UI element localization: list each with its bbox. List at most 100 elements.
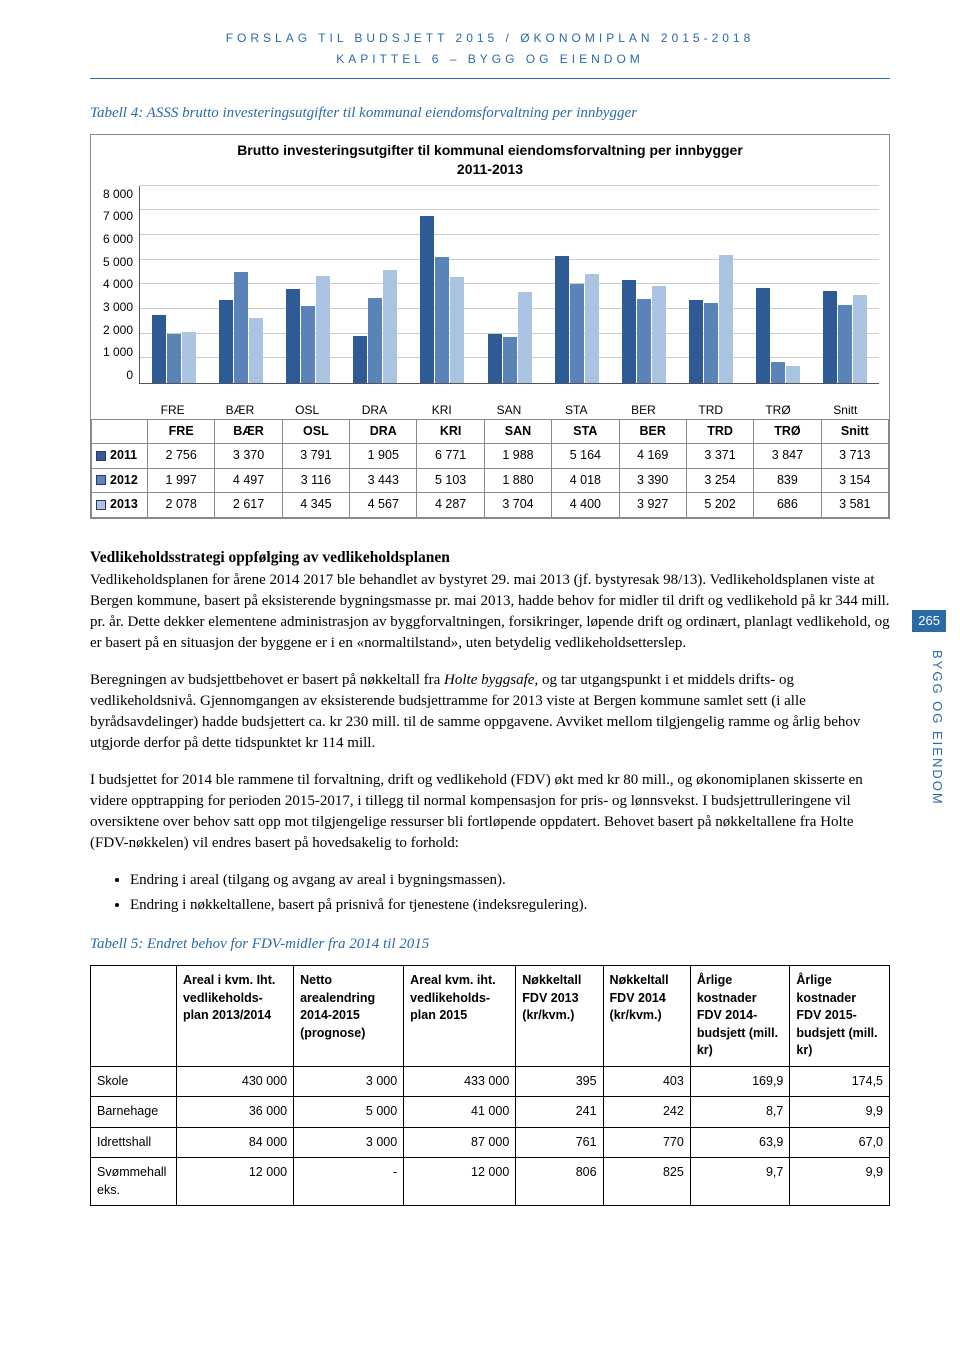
bar (823, 291, 837, 382)
fdv-header: Årlige kostnader FDV 2015-budsjett (mill… (790, 966, 890, 1067)
bar (435, 257, 449, 383)
bar (786, 366, 800, 383)
bar (234, 272, 248, 383)
page-number: 265 (912, 610, 946, 632)
y-tick: 1 000 (97, 344, 133, 361)
bar (637, 299, 651, 382)
fdv-cell: 84 000 (176, 1127, 293, 1158)
fdv-cell: 87 000 (404, 1127, 516, 1158)
bar (219, 300, 233, 383)
y-tick: 6 000 (97, 231, 133, 248)
x-label: OSL (274, 402, 341, 419)
fdv-cell: 806 (516, 1158, 603, 1206)
bar (383, 270, 397, 382)
fdv-row-label: Barnehage (91, 1097, 177, 1128)
fdv-cell: 3 000 (294, 1127, 404, 1158)
x-label: BER (610, 402, 677, 419)
side-label: BYGG OG EIENDOM (928, 650, 946, 806)
paragraph-2: Beregningen av budsjettbehovet er basert… (90, 670, 890, 754)
fdv-header: Nøkkeltall FDV 2013 (kr/kvm.) (516, 966, 603, 1067)
fdv-cell: 770 (603, 1127, 690, 1158)
bullet-item: Endring i areal (tilgang og avgang av ar… (130, 870, 890, 891)
fdv-cell: 9,9 (790, 1097, 890, 1128)
x-label: STA (543, 402, 610, 419)
x-label: DRA (341, 402, 408, 419)
header-line1: FORSLAG TIL BUDSJETT 2015 / ØKONOMIPLAN … (90, 30, 890, 47)
bar (420, 216, 434, 383)
y-tick: 5 000 (97, 254, 133, 271)
bullet-list: Endring i areal (tilgang og avgang av ar… (130, 870, 890, 916)
fdv-cell: 67,0 (790, 1127, 890, 1158)
bar (704, 303, 718, 383)
fdv-header (91, 966, 177, 1067)
bar (368, 298, 382, 383)
section-heading: Vedlikeholdsstrategi oppfølging av vedli… (90, 547, 890, 569)
bar (450, 277, 464, 383)
bar (286, 289, 300, 382)
fdv-cell: 403 (603, 1066, 690, 1097)
fdv-cell: 395 (516, 1066, 603, 1097)
chart-x-labels: FREBÆROSLDRAKRISANSTABERTRDTRØSnitt (91, 402, 889, 419)
fdv-cell: 3 000 (294, 1066, 404, 1097)
fdv-header: Årlige kostnader FDV 2014-budsjett (mill… (690, 966, 790, 1067)
fdv-cell: 9,9 (790, 1158, 890, 1206)
fdv-cell: 241 (516, 1097, 603, 1128)
bar (719, 255, 733, 383)
x-label: Snitt (812, 402, 879, 419)
bar (622, 280, 636, 383)
fdv-cell: - (294, 1158, 404, 1206)
y-tick: 3 000 (97, 299, 133, 316)
bar (756, 288, 770, 383)
y-tick: 8 000 (97, 186, 133, 203)
y-tick: 0 (97, 367, 133, 384)
fdv-table: Areal i kvm. Iht. vedlikeholds-plan 2013… (90, 965, 890, 1206)
bar (838, 305, 852, 383)
bar (353, 336, 367, 383)
bar (570, 284, 584, 383)
bullet-item: Endring i nøkkeltallene, basert på prisn… (130, 895, 890, 916)
fdv-cell: 430 000 (176, 1066, 293, 1097)
y-tick: 4 000 (97, 276, 133, 293)
fdv-header: Areal i kvm. Iht. vedlikeholds-plan 2013… (176, 966, 293, 1067)
chart-plot (139, 186, 879, 384)
bar (488, 334, 502, 383)
bar (182, 332, 196, 383)
fdv-cell: 5 000 (294, 1097, 404, 1128)
bar (167, 334, 181, 383)
fdv-cell: 169,9 (690, 1066, 790, 1097)
y-tick: 2 000 (97, 322, 133, 339)
chart-title: Brutto investeringsutgifter til kommunal… (91, 135, 889, 182)
x-label: BÆR (206, 402, 273, 419)
bar (301, 306, 315, 383)
fdv-cell: 174,5 (790, 1066, 890, 1097)
bar (853, 295, 867, 383)
fdv-row-label: Idrettshall (91, 1127, 177, 1158)
fdv-header: Areal kvm. iht. vedlikeholds-plan 2015 (404, 966, 516, 1067)
fdv-cell: 242 (603, 1097, 690, 1128)
bar (771, 362, 785, 383)
fdv-header: Nøkkeltall FDV 2014 (kr/kvm.) (603, 966, 690, 1067)
fdv-row-label: Svømmehall eks. (91, 1158, 177, 1206)
chart-caption: Tabell 4: ASSS brutto investeringsutgift… (90, 103, 890, 124)
bar (518, 292, 532, 383)
fdv-cell: 41 000 (404, 1097, 516, 1128)
paragraph-3: I budsjettet for 2014 ble rammene til fo… (90, 770, 890, 854)
x-label: FRE (139, 402, 206, 419)
chart-container: Brutto investeringsutgifter til kommunal… (90, 134, 890, 519)
fdv-cell: 761 (516, 1127, 603, 1158)
chart-data-table: FREBÆROSLDRAKRISANSTABERTRDTRØSnitt20112… (91, 419, 889, 518)
fdv-cell: 9,7 (690, 1158, 790, 1206)
bar (503, 337, 517, 383)
bar (249, 318, 263, 382)
bar (652, 286, 666, 383)
fdv-cell: 8,7 (690, 1097, 790, 1128)
table5-caption: Tabell 5: Endret behov for FDV-midler fr… (90, 934, 890, 955)
paragraph-1: Vedlikeholdsplanen for årene 2014 2017 b… (90, 570, 890, 654)
bar (316, 276, 330, 383)
y-tick: 7 000 (97, 208, 133, 225)
chart-y-axis: 0 1 000 2 000 3 000 4 000 5 000 6 000 7 000 8 00… (91, 182, 139, 402)
x-label: TRØ (744, 402, 811, 419)
bar (585, 274, 599, 382)
header-line2: KAPITTEL 6 – BYGG OG EIENDOM (90, 51, 890, 68)
x-label: KRI (408, 402, 475, 419)
